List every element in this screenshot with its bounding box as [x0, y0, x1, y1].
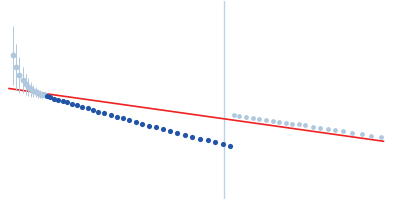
Point: [47, 96, 54, 99]
Point: [349, 131, 356, 135]
Point: [377, 136, 384, 139]
Point: [197, 137, 203, 140]
Point: [167, 130, 174, 133]
Point: [231, 113, 237, 116]
Point: [182, 133, 188, 136]
Point: [120, 117, 126, 120]
Point: [302, 124, 308, 127]
Point: [189, 135, 196, 138]
Point: [332, 129, 338, 132]
Point: [74, 104, 80, 107]
Point: [113, 115, 120, 118]
Point: [219, 142, 226, 146]
Point: [227, 144, 233, 147]
Point: [90, 108, 96, 112]
Point: [276, 120, 282, 123]
Point: [289, 122, 295, 125]
Point: [69, 102, 75, 105]
Point: [263, 118, 269, 121]
Point: [204, 139, 211, 142]
Point: [325, 128, 331, 131]
Point: [358, 133, 365, 136]
Point: [51, 97, 57, 100]
Point: [55, 98, 62, 101]
Point: [95, 110, 102, 113]
Point: [64, 101, 70, 104]
Point: [250, 116, 256, 119]
Point: [107, 113, 114, 116]
Point: [296, 123, 302, 126]
Point: [317, 126, 324, 130]
Point: [126, 119, 132, 122]
Point: [84, 107, 91, 110]
Point: [101, 112, 108, 115]
Point: [236, 114, 243, 117]
Point: [153, 126, 159, 129]
Point: [243, 115, 249, 118]
Point: [282, 121, 289, 124]
Point: [139, 122, 146, 125]
Point: [160, 128, 166, 131]
Point: [368, 134, 374, 138]
Point: [79, 105, 86, 108]
Point: [146, 124, 152, 127]
Point: [44, 95, 50, 98]
Point: [133, 120, 139, 124]
Point: [174, 131, 181, 135]
Point: [60, 99, 66, 103]
Point: [269, 119, 276, 122]
Point: [310, 125, 316, 128]
Point: [340, 130, 346, 133]
Point: [212, 141, 218, 144]
Point: [256, 117, 263, 120]
